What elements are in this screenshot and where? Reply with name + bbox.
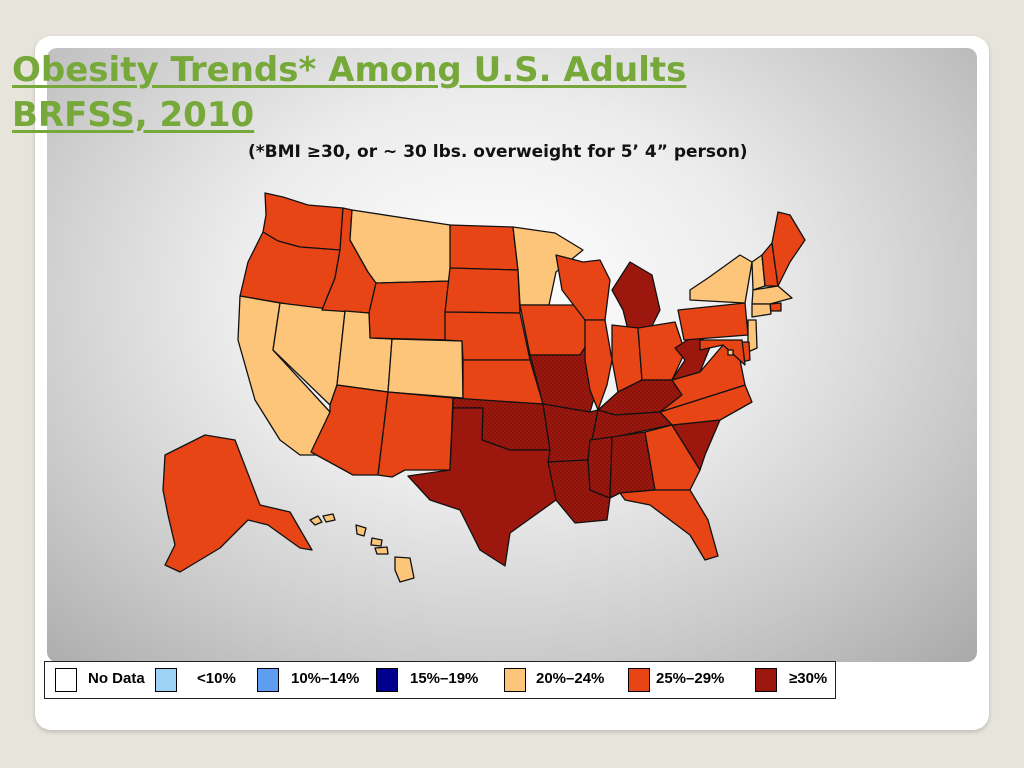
legend-swatch-15-19 bbox=[376, 668, 398, 692]
state-wi bbox=[555, 254, 611, 321]
state-sd bbox=[444, 267, 521, 314]
state-mn bbox=[512, 226, 584, 306]
map-legend: No Data <10% 10%–14% 15%–19% 20%–24% 25%… bbox=[44, 661, 836, 699]
legend-swatch-under-10 bbox=[155, 668, 177, 692]
state-hi bbox=[309, 513, 415, 583]
state-ga bbox=[644, 424, 701, 491]
legend-label-30-plus: ≥30% bbox=[789, 670, 828, 687]
state-pa bbox=[677, 302, 749, 341]
state-ct bbox=[751, 303, 772, 318]
state-wy bbox=[368, 280, 453, 341]
bmi-footnote: (*BMI ≥30, or ~ 30 lbs. overweight for 5… bbox=[248, 142, 748, 162]
state-nd bbox=[449, 224, 519, 271]
state-nm bbox=[377, 391, 454, 478]
legend-label-25-29: 25%–29% bbox=[656, 670, 725, 687]
state-tx bbox=[407, 407, 557, 567]
state-ny bbox=[689, 254, 753, 304]
state-va bbox=[659, 344, 746, 413]
state-dc bbox=[727, 349, 734, 356]
state-il bbox=[584, 319, 613, 411]
state-co bbox=[387, 338, 464, 399]
state-ri bbox=[769, 302, 782, 312]
legend-label-no-data: No Data bbox=[88, 670, 145, 687]
legend-label-under-10: <10% bbox=[197, 670, 236, 687]
legend-label-10-14: 10%–14% bbox=[291, 670, 360, 687]
page-title: Obesity Trends* Among U.S. Adults bbox=[12, 50, 687, 90]
state-ms bbox=[587, 436, 613, 499]
state-ak bbox=[162, 434, 313, 573]
legend-swatch-no-data bbox=[55, 668, 77, 692]
state-mi bbox=[611, 261, 661, 331]
page-title-subline: BRFSS, 2010 bbox=[12, 95, 255, 135]
state-ma bbox=[751, 285, 793, 305]
state-nj bbox=[747, 319, 758, 353]
state-fl bbox=[619, 489, 719, 561]
state-md bbox=[699, 339, 746, 366]
state-ks bbox=[462, 359, 544, 405]
legend-swatch-25-29 bbox=[628, 668, 650, 692]
legend-swatch-10-14 bbox=[257, 668, 279, 692]
legend-label-20-24: 20%–24% bbox=[536, 670, 605, 687]
state-me bbox=[771, 211, 806, 287]
legend-swatch-20-24 bbox=[504, 668, 526, 692]
state-oh bbox=[637, 321, 686, 381]
legend-label-15-19: 15%–19% bbox=[410, 670, 479, 687]
legend-swatch-30-plus bbox=[755, 668, 777, 692]
